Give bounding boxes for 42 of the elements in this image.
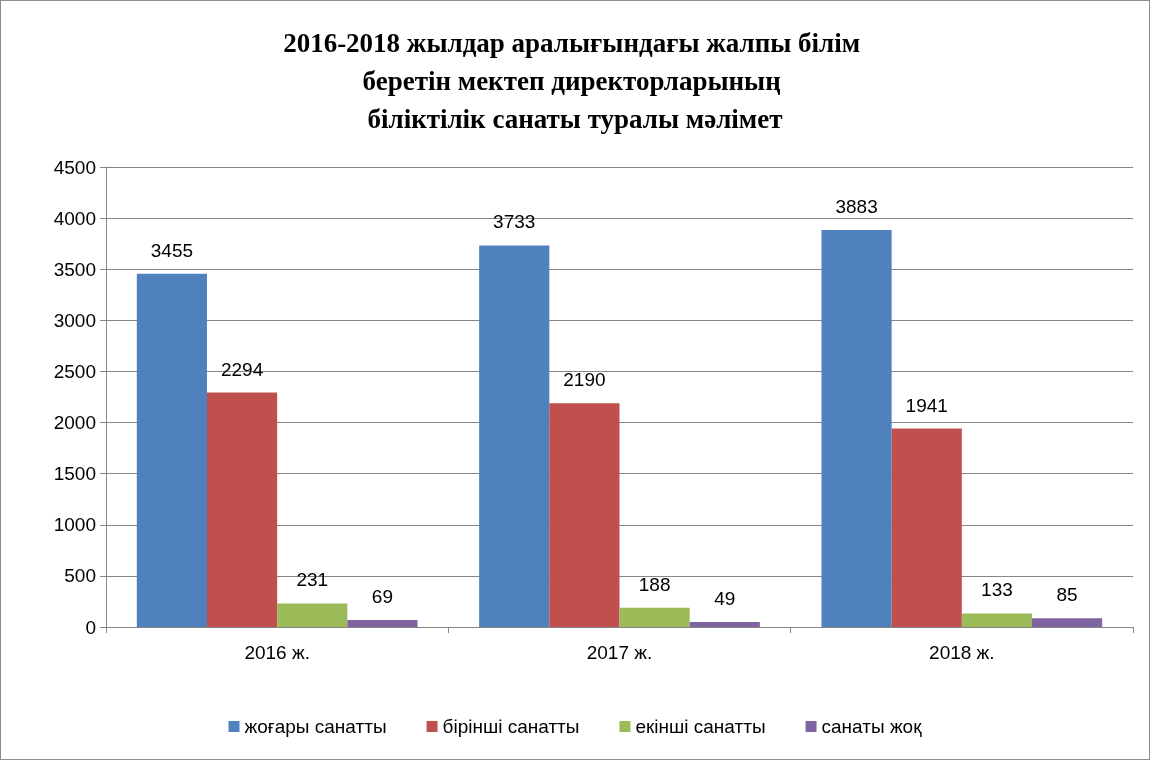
data-label: 3883 bbox=[835, 196, 878, 218]
y-tick-label: 3000 bbox=[53, 309, 96, 331]
bar bbox=[619, 607, 690, 627]
data-label: 188 bbox=[638, 573, 671, 595]
x-tick-label: 2017 ж. bbox=[586, 642, 653, 663]
bar bbox=[1032, 618, 1103, 627]
y-tick-label: 4500 bbox=[53, 156, 96, 178]
y-tick-label: 2000 bbox=[53, 412, 96, 434]
bar bbox=[479, 245, 550, 627]
y-tick-label: 3500 bbox=[53, 258, 96, 280]
bar bbox=[891, 428, 962, 627]
data-label: 49 bbox=[714, 587, 736, 609]
data-label: 1941 bbox=[905, 394, 948, 416]
y-tick-label: 4000 bbox=[53, 207, 96, 229]
data-label: 231 bbox=[296, 569, 329, 591]
legend-label: бірінші санатты bbox=[442, 716, 580, 737]
y-tick-label: 1000 bbox=[53, 514, 96, 536]
bar bbox=[136, 273, 207, 627]
data-label: 133 bbox=[981, 579, 1013, 601]
bar bbox=[549, 403, 620, 627]
y-tick-label: 1500 bbox=[53, 463, 96, 485]
data-label: 3733 bbox=[493, 211, 536, 233]
y-tick-label: 0 bbox=[85, 616, 96, 638]
data-label: 3455 bbox=[150, 239, 194, 261]
chart-title: 2016-2018 жылдар аралығындағы жалпы білім беретін мектеп директорларының біліктілік санаты туралы мәлімет bbox=[283, 28, 867, 134]
data-label: 2294 bbox=[220, 358, 264, 380]
bar bbox=[277, 603, 348, 627]
y-tick-label: 2500 bbox=[53, 360, 96, 382]
bar bbox=[347, 619, 418, 627]
x-tick-label: 2018 ж. bbox=[929, 642, 995, 663]
data-label: 2190 bbox=[563, 369, 606, 391]
y-tick-label: 500 bbox=[64, 565, 96, 587]
x-tick-label: 2016 ж. bbox=[244, 642, 310, 663]
bar bbox=[821, 230, 892, 627]
legend-label: санаты жоқ bbox=[821, 716, 923, 737]
legend-label: жоғары санатты bbox=[244, 716, 387, 737]
data-label: 85 bbox=[1056, 584, 1078, 606]
bar bbox=[689, 621, 760, 627]
bar bbox=[961, 613, 1033, 627]
bar bbox=[206, 392, 278, 627]
data-label: 69 bbox=[371, 585, 393, 607]
legend-label: екінші санатты bbox=[635, 716, 766, 737]
